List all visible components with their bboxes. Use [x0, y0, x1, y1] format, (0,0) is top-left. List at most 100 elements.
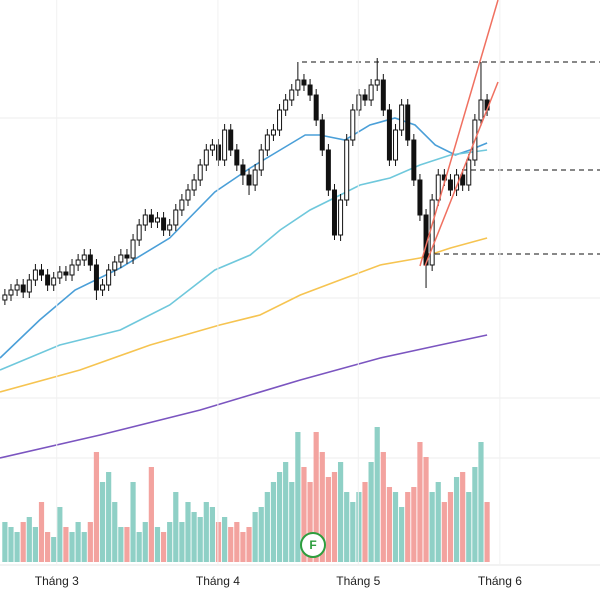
candle-body — [325, 149, 331, 191]
candle-body — [63, 271, 69, 276]
trend-line — [419, 0, 499, 267]
candle-body — [222, 129, 228, 161]
volume-bar — [283, 462, 289, 562]
candle-body — [148, 214, 154, 223]
candle-body — [264, 134, 270, 151]
x-tick-label: Tháng 5 — [336, 574, 380, 588]
candle-body — [386, 109, 392, 161]
ma-layer — [0, 117, 488, 459]
candle-body — [417, 179, 423, 216]
volume-bar — [331, 472, 338, 562]
volume-bar — [69, 532, 75, 562]
candle-body — [185, 189, 191, 201]
volume-bar — [14, 532, 20, 562]
candle-body — [466, 159, 472, 186]
candle-body — [368, 84, 374, 101]
candle-body — [380, 79, 386, 111]
x-tick-label: Tháng 6 — [478, 574, 522, 588]
candle-body — [87, 254, 93, 266]
candle-body — [252, 169, 258, 186]
candle-body — [161, 217, 167, 231]
volume-bar — [307, 482, 313, 562]
event-marker-label: F — [309, 538, 316, 552]
volume-bar — [252, 512, 258, 562]
volume-bar — [2, 522, 8, 562]
candle-body — [301, 79, 307, 86]
volume-bar — [160, 532, 167, 562]
candle-body — [258, 149, 264, 171]
volume-bar — [154, 527, 161, 562]
volume-bar — [215, 522, 222, 562]
candle-body — [362, 94, 368, 101]
volume-bar — [295, 432, 301, 562]
volume-bar — [466, 492, 472, 562]
candle-body — [142, 214, 148, 226]
candle-body — [429, 199, 435, 266]
candle-body — [39, 269, 45, 276]
volume-bar — [87, 522, 93, 562]
volume-bar — [209, 507, 216, 562]
volume-bar — [405, 492, 411, 562]
candle-body — [26, 279, 32, 293]
candle-body — [228, 129, 234, 151]
candle-body — [447, 179, 453, 191]
volume-bar — [484, 502, 490, 562]
volume-bar — [136, 532, 142, 562]
volume-bar — [130, 482, 136, 562]
volume-bar — [93, 452, 100, 562]
volume-bar — [246, 527, 252, 562]
x-tick-label: Tháng 3 — [35, 574, 79, 588]
candle-body — [405, 104, 411, 141]
volume-bar — [411, 487, 417, 562]
volume-bar — [368, 462, 374, 562]
trend-line — [424, 81, 499, 267]
volume-bar — [386, 487, 393, 562]
volume-bar — [319, 452, 325, 562]
candle-body — [179, 199, 185, 211]
candle-body — [331, 189, 337, 236]
volume-bar — [26, 517, 32, 562]
volume-bar — [399, 507, 405, 562]
volume-bar — [344, 492, 350, 562]
moving-average — [0, 237, 488, 393]
volume-bar — [374, 427, 380, 562]
volume-bar — [203, 502, 209, 562]
volume-bar — [472, 467, 478, 562]
volume-bar — [270, 482, 277, 562]
volume-bar — [350, 502, 356, 562]
volume-bar — [20, 522, 26, 562]
decor — [0, 117, 600, 459]
event-marker[interactable] — [300, 532, 326, 558]
volume-bar — [167, 522, 173, 562]
volume-bar — [453, 477, 460, 562]
candle-body — [203, 149, 209, 166]
candle-body — [57, 271, 63, 279]
volume-bar — [258, 507, 264, 562]
volume-bar — [392, 492, 399, 562]
candle-body — [124, 254, 130, 259]
moving-average — [0, 334, 488, 459]
volume-bar — [276, 472, 283, 562]
volume-bar — [142, 522, 148, 562]
candle-body — [130, 239, 136, 259]
candle-body — [344, 139, 350, 201]
volume-bar — [240, 532, 246, 562]
candle-body — [51, 277, 57, 286]
candle-body — [435, 174, 441, 201]
volume-bar — [51, 537, 57, 562]
candle-body — [100, 284, 106, 291]
volume-bar — [8, 527, 14, 562]
volume-bar — [441, 502, 447, 562]
candle-body — [289, 89, 295, 101]
volume-bar — [106, 472, 112, 562]
volume-bar — [118, 527, 124, 562]
candle-body — [197, 164, 203, 181]
volume-bar — [32, 527, 39, 562]
volume-bar — [191, 512, 197, 562]
volume-bar — [264, 492, 270, 562]
candle-body — [81, 254, 87, 261]
candle-body — [283, 99, 289, 111]
volume-bar — [478, 442, 484, 562]
candle-body — [20, 284, 26, 293]
